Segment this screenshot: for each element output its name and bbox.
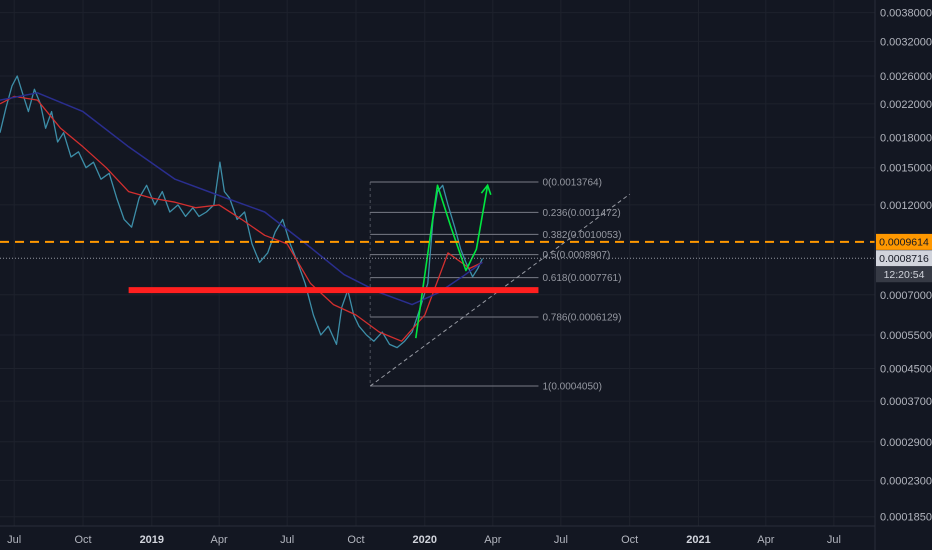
fibonacci-retracement[interactable]: 0(0.0013764) 0.236(0.0011472) 0.382(0.0010… <box>369 178 621 393</box>
x-tick-label: 2019 <box>140 534 164 546</box>
y-tick-label: 0.0003700 <box>880 396 932 408</box>
price-tags: 0.0009614 0.0008716 12:20:54 <box>876 233 932 283</box>
y-tick-label: 0.0038000 <box>880 8 932 20</box>
fib-level-label: 0.382(0.0010053) <box>542 230 621 241</box>
y-tick-label: 0.0026000 <box>880 71 932 83</box>
fib-level-label: 1(0.0004050) <box>542 382 602 393</box>
series-line <box>0 92 483 306</box>
y-tick-label: 0.0005500 <box>880 330 932 342</box>
x-tick-label: Apr <box>757 534 774 546</box>
fib-level-label: 0.786(0.0006129) <box>542 312 621 323</box>
x-tick-label: Oct <box>621 534 638 546</box>
countdown-label: 12:20:54 <box>884 269 925 281</box>
projection-arrowhead <box>480 183 492 195</box>
projection-path <box>415 184 489 339</box>
price-tag-label: 0.0008716 <box>879 253 929 265</box>
countdown-bg <box>876 266 932 283</box>
time-axis[interactable]: Jul Oct 2019 Apr Jul Oct 2020 Apr Jul Oct 2021 Apr J… <box>7 534 841 546</box>
y-tick-label: 0.0004500 <box>880 363 932 375</box>
x-tick-label: 2021 <box>686 534 710 546</box>
x-tick-label: Jul <box>554 534 568 546</box>
price-tag-bg <box>876 233 932 250</box>
price-tag-bg <box>876 250 932 267</box>
y-tick-label: 0.0002300 <box>880 475 932 487</box>
series-layer <box>0 75 492 349</box>
x-tick-label: Oct <box>74 534 91 546</box>
x-tick-label: 2020 <box>413 534 437 546</box>
x-tick-label: Jul <box>827 534 841 546</box>
y-tick-label: 0.0022000 <box>880 99 932 111</box>
y-tick-label: 0.0001850 <box>880 512 932 524</box>
fib-level-label: 0.618(0.0007761) <box>542 273 621 284</box>
x-tick-label: Oct <box>347 534 364 546</box>
fib-level-label: 0(0.0013764) <box>542 178 602 189</box>
price-tag-label: 0.0009614 <box>879 237 929 249</box>
y-tick-label: 0.0015000 <box>880 163 932 175</box>
y-tick-label: 0.0032000 <box>880 36 932 48</box>
x-tick-label: Apr <box>211 534 228 546</box>
x-tick-label: Apr <box>484 534 501 546</box>
y-tick-label: 0.0018000 <box>880 132 932 144</box>
y-tick-label: 0.0012000 <box>880 200 932 212</box>
y-tick-label: 0.0007000 <box>880 290 932 302</box>
x-tick-label: Jul <box>280 534 294 546</box>
x-tick-label: Jul <box>7 534 21 546</box>
price-axis[interactable]: 0.0038000 0.0032000 0.0026000 0.0022000 0.00… <box>880 8 932 524</box>
fib-level-label: 0.5(0.0008907) <box>542 250 610 261</box>
horizontal-lines[interactable] <box>0 240 875 294</box>
grid <box>0 0 875 526</box>
y-tick-label: 0.0002900 <box>880 437 932 449</box>
series-line <box>0 95 483 342</box>
fib-level-label: 0.236(0.0011472) <box>542 208 620 219</box>
